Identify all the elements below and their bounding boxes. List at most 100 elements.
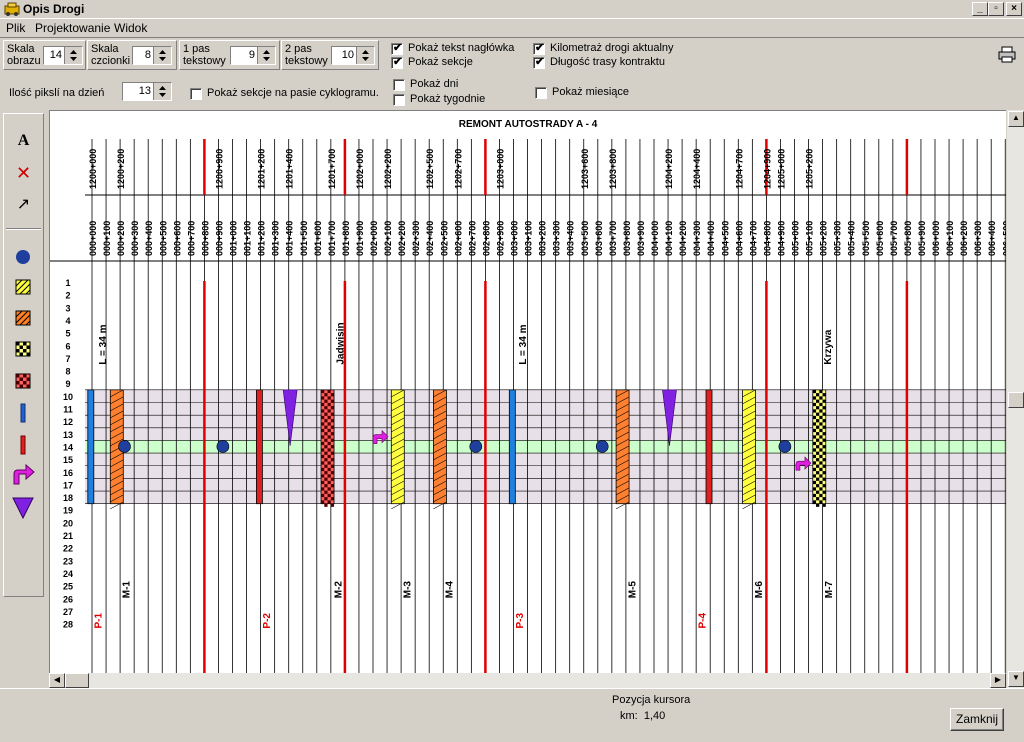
lane2-spinner[interactable]: 10 xyxy=(331,46,375,65)
circle-tool-icon[interactable] xyxy=(4,242,43,272)
checker-cell xyxy=(822,432,826,436)
mileage-label: 1204+400 xyxy=(692,149,702,189)
row-number: 21 xyxy=(63,531,73,541)
green-lane xyxy=(85,440,1007,454)
menu-widok[interactable]: Widok xyxy=(114,21,148,35)
scroll-left-icon[interactable]: ◀ xyxy=(49,673,65,688)
checker-cell xyxy=(330,503,335,507)
vertical-scrollbar[interactable]: ▲ ▼ xyxy=(1006,110,1024,688)
spin-arrows-icon[interactable] xyxy=(356,47,374,64)
vertical-scroll-thumb[interactable] xyxy=(1008,392,1024,408)
contract-km-label: 004+000 xyxy=(650,221,660,256)
current-mileage-checkbox[interactable]: ✔ xyxy=(533,42,545,55)
diagram-canvas[interactable]: REMONT AUTOSTRADY A - 4 1200+000 1200+200 1… xyxy=(49,110,1024,688)
scale-font-value: 8 xyxy=(144,49,151,61)
section-m-label: M-5 xyxy=(627,581,638,599)
contract-length-checkbox[interactable]: ✔ xyxy=(533,56,545,69)
spin-arrows-icon[interactable] xyxy=(257,47,275,64)
row-number: 26 xyxy=(63,594,73,604)
contract-km-label: 001+000 xyxy=(229,221,239,256)
checker-cell xyxy=(816,406,820,410)
close-button[interactable]: Zamknij xyxy=(950,708,1004,731)
bar-hatch xyxy=(433,403,447,412)
bar-hatch xyxy=(110,466,124,475)
checker-cell xyxy=(321,415,325,420)
bar-hatch xyxy=(110,417,124,426)
scroll-right-icon[interactable]: ▶ xyxy=(990,673,1006,688)
sections-on-lane-checkbox[interactable] xyxy=(190,88,202,100)
mileage-label: 1204+200 xyxy=(664,149,674,189)
show-days-checkbox[interactable] xyxy=(393,79,405,91)
scale-font-spinner[interactable]: 8 xyxy=(132,46,172,65)
mileage-label: 1201+400 xyxy=(285,149,295,189)
row-number: 24 xyxy=(63,569,73,579)
maximize-button[interactable]: ▫ xyxy=(988,2,1004,16)
checker-cell xyxy=(324,432,328,436)
contract-km-label: 006+400 xyxy=(987,221,997,256)
checker-cell xyxy=(819,415,823,420)
scale-image-group: Skala obrazu 14 xyxy=(3,40,86,70)
bar-hatch xyxy=(615,487,630,496)
section-p-label: P-2 xyxy=(262,613,273,629)
checker-cell xyxy=(816,438,820,442)
red-checker-tool-icon[interactable] xyxy=(4,366,43,396)
arrow-tool-icon[interactable]: ↗ xyxy=(16,196,31,213)
checker-cell xyxy=(327,409,331,413)
contract-km-label: 000+800 xyxy=(200,221,210,256)
contract-km-label: 002+300 xyxy=(411,221,421,256)
checker-tool-icon[interactable] xyxy=(4,334,43,364)
show-months-checkbox[interactable] xyxy=(535,87,547,99)
lane1-group: 1 pas tekstowy 9 xyxy=(179,40,280,70)
checker-cell xyxy=(327,396,331,400)
red-bar-tool-icon[interactable] xyxy=(4,430,43,460)
checker-cell xyxy=(327,448,331,452)
show-sections-checkbox[interactable]: ✔ xyxy=(391,56,403,69)
minimize-button[interactable]: _ xyxy=(972,2,988,16)
section-name: L = 34 m xyxy=(98,324,109,364)
checker-cell xyxy=(819,487,823,491)
delete-tool-icon[interactable]: ✕ xyxy=(15,163,32,183)
turn-arrow-tool-icon[interactable] xyxy=(4,460,43,490)
checker-cell xyxy=(816,497,820,501)
scroll-down-icon[interactable]: ▼ xyxy=(1008,671,1024,687)
horizontal-scroll-thumb[interactable] xyxy=(65,673,89,688)
checker-cell xyxy=(819,480,823,485)
yellow-hatch-tool-icon[interactable] xyxy=(4,272,43,302)
bar-hatch xyxy=(433,445,447,454)
bar-hatch xyxy=(391,501,405,510)
checker-cell xyxy=(812,480,817,485)
menu-plik[interactable]: Plik xyxy=(6,21,26,35)
contract-km-label: 000+300 xyxy=(130,221,140,256)
contract-length-label: Długość trasy kontraktu xyxy=(550,56,665,68)
checker-cell xyxy=(324,445,328,449)
section-m-label: M-7 xyxy=(824,581,835,599)
checker-cell xyxy=(327,467,331,472)
horizontal-scrollbar[interactable]: ◀ ▶ xyxy=(49,673,1006,688)
orange-hatch-tool-icon[interactable] xyxy=(4,303,43,333)
checker-cell xyxy=(822,399,826,403)
pixels-per-day-spinner[interactable]: 13 xyxy=(122,82,172,101)
checker-cell xyxy=(819,441,823,446)
row-number: 6 xyxy=(65,341,70,351)
triangle-tool-icon[interactable] xyxy=(4,492,43,522)
scroll-up-icon[interactable]: ▲ xyxy=(1008,111,1024,127)
scale-image-spinner[interactable]: 14 xyxy=(43,46,83,65)
bar-hatch xyxy=(615,494,630,503)
text-tool-icon[interactable]: A xyxy=(17,132,30,149)
printer-icon[interactable] xyxy=(998,46,1016,63)
bar-hatch xyxy=(110,487,124,496)
checker-cell xyxy=(812,441,817,446)
spin-arrows-icon[interactable] xyxy=(64,47,82,64)
blue-bar-tool-icon[interactable] xyxy=(4,398,43,428)
show-header-text-checkbox[interactable]: ✔ xyxy=(391,42,403,55)
show-weeks-checkbox[interactable] xyxy=(393,94,405,106)
spin-arrows-icon[interactable] xyxy=(153,47,171,64)
close-window-button[interactable]: × xyxy=(1006,2,1022,16)
contract-km-label: 001+700 xyxy=(327,221,337,256)
spin-arrows-icon[interactable] xyxy=(153,83,171,100)
lane1-spinner[interactable]: 9 xyxy=(230,46,276,65)
row-number: 1 xyxy=(65,278,70,288)
menu-projektowanie[interactable]: Projektowanie xyxy=(35,21,111,35)
section-m-label: M-4 xyxy=(445,581,456,599)
checker-cell xyxy=(327,474,331,478)
